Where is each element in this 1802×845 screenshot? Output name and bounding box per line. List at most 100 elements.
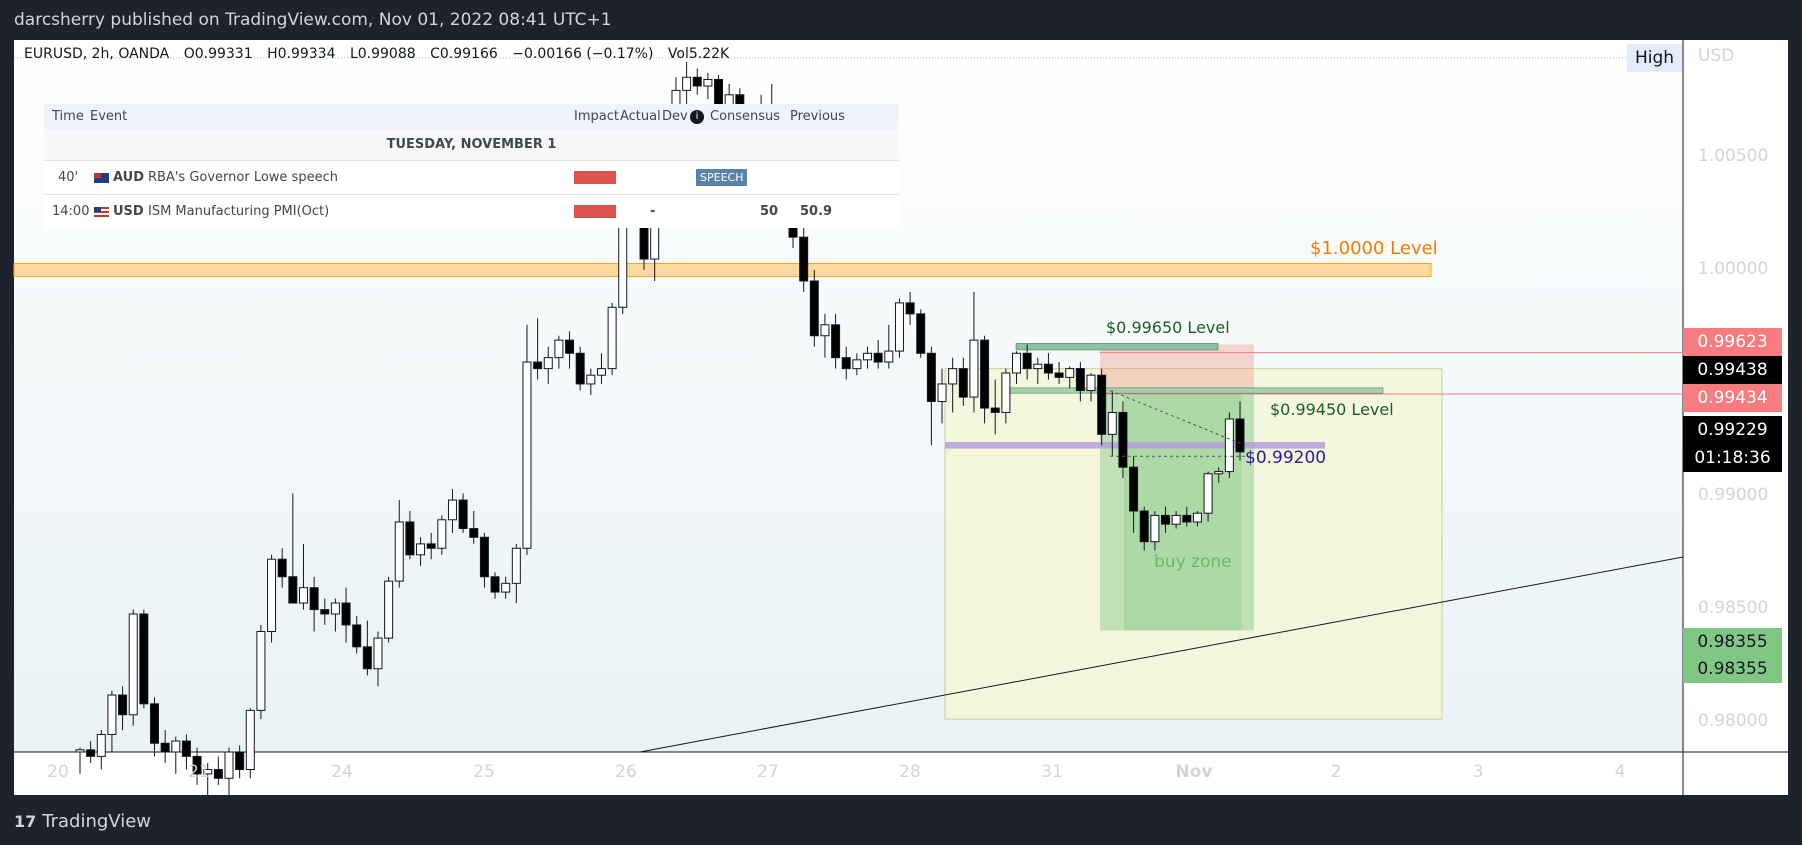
candle: [298, 543, 308, 610]
candle: [479, 532, 489, 588]
candle-body: [469, 528, 479, 538]
buy-zone-label[interactable]: buy zone: [1154, 552, 1232, 572]
candle-body: [522, 361, 532, 549]
candle: [362, 620, 372, 676]
event-name: RBA's Governor Lowe speech: [148, 170, 338, 185]
event-row[interactable]: 14:00 USD ISM Manufacturing PMI(Oct) - 5…: [44, 194, 899, 228]
candle: [352, 616, 362, 654]
level-label-0-99650[interactable]: $0.99650 Level: [1106, 318, 1230, 337]
candle: [86, 741, 96, 763]
level-label-1-0000[interactable]: $1.0000 Level: [1310, 238, 1438, 259]
col-time: Time: [52, 109, 84, 124]
candle: [235, 745, 245, 779]
col-actual: Actual: [620, 109, 661, 124]
candle-body: [873, 352, 883, 363]
candle-body: [1086, 374, 1096, 392]
event-currency: AUD: [113, 170, 145, 185]
candle: [1033, 357, 1043, 384]
candle: [181, 734, 191, 770]
last-price-tag: 0.99229: [1683, 416, 1782, 444]
y-tick: 0.98000: [1698, 711, 1769, 731]
position-range-box: [944, 368, 1443, 720]
candle: [1012, 351, 1022, 384]
candle-body: [990, 407, 1000, 413]
x-tick: 24: [331, 762, 353, 782]
candle: [320, 598, 330, 625]
x-tick: Nov: [1175, 762, 1213, 782]
candle-body: [1065, 368, 1075, 378]
candle-body: [75, 749, 85, 753]
stop-zone: [1100, 344, 1254, 395]
candle-body: [926, 352, 936, 402]
candle: [863, 346, 873, 369]
candle: [149, 697, 159, 757]
candle-body: [1214, 471, 1224, 475]
level-label-0-99450[interactable]: $0.99450 Level: [1270, 400, 1394, 419]
candle: [554, 335, 564, 369]
candle-body: [831, 324, 841, 359]
high-toggle[interactable]: High: [1627, 44, 1683, 72]
event-row[interactable]: 40' AUD RBA's Governor Lowe speech SPEEC…: [44, 160, 899, 194]
candle: [809, 270, 819, 347]
candle-body: [416, 543, 426, 556]
candle-body: [362, 646, 372, 670]
x-tick: 2: [1330, 762, 1342, 782]
candle: [384, 576, 394, 643]
candle-body: [852, 359, 862, 370]
candle: [1139, 506, 1149, 551]
price-tag: 0.99434: [1683, 384, 1782, 412]
candle: [607, 302, 617, 376]
price-tag: 0.98355: [1683, 655, 1782, 683]
currency-label: USD: [1698, 46, 1735, 66]
candle: [586, 368, 596, 395]
candle: [884, 324, 894, 369]
tv-logo-text: TradingView: [42, 810, 152, 832]
event-currency: USD: [113, 204, 144, 219]
candle: [288, 493, 298, 604]
trendline: [639, 556, 1684, 753]
candle: [224, 747, 234, 796]
candle: [1097, 368, 1107, 446]
candle-body: [320, 609, 330, 615]
events-day: TUESDAY, NOVEMBER 1: [44, 130, 899, 160]
candle-body: [267, 558, 277, 633]
candle-body: [118, 694, 128, 716]
x-tick: 25: [473, 762, 495, 782]
col-event: Event: [90, 109, 128, 124]
candle: [1214, 467, 1224, 483]
candle-body: [1097, 374, 1107, 435]
events-header: Time Event Impact Actual Dev i Consensus…: [44, 104, 899, 130]
impact-high-bar: [574, 171, 616, 184]
candle: [107, 690, 117, 752]
candle-body: [128, 613, 138, 716]
candle-body: [288, 576, 298, 604]
level-band-0-99200: [945, 442, 1325, 449]
candle-body: [1033, 363, 1043, 370]
info-icon[interactable]: i: [690, 110, 704, 124]
candle: [873, 340, 883, 369]
legend-symbol[interactable]: EURUSD, 2h, OANDA: [24, 46, 170, 62]
candle: [416, 537, 426, 566]
us-flag-icon: [94, 206, 109, 217]
candle-body: [330, 602, 340, 615]
candle: [682, 61, 692, 106]
event-consensus: 50: [760, 204, 779, 219]
candle-body: [948, 368, 958, 385]
candle-body: [1043, 363, 1053, 374]
level-label-0-99200[interactable]: $0.99200: [1245, 448, 1327, 468]
candle: [1192, 511, 1202, 527]
tradingview-logo[interactable]: 17 TradingView: [14, 806, 151, 836]
publish-header: darcsherry published on TradingView.com,…: [0, 0, 1802, 40]
bar-countdown: 01:18:36: [1683, 444, 1782, 472]
x-tick: 3: [1472, 762, 1484, 782]
projection-line: [1109, 390, 1246, 446]
publisher-line: darcsherry published on TradingView.com,…: [14, 10, 612, 30]
drawings-layer: [13, 262, 1684, 753]
event-time: 40': [58, 170, 79, 185]
candle: [1150, 511, 1160, 551]
candle-body: [1118, 411, 1128, 468]
candle-body: [533, 361, 543, 370]
candle-body: [160, 742, 170, 753]
candle-body: [1182, 514, 1192, 523]
impact-high-bar: [574, 205, 616, 218]
